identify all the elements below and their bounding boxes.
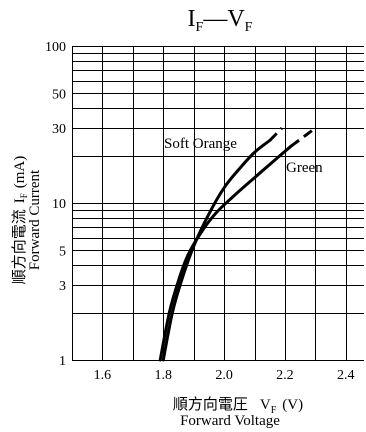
tick-labels: 1.6 1.8 2.0 2.2 2.4 1 3 5 10 30 50 100 xyxy=(45,40,355,383)
data-curves xyxy=(158,126,317,362)
y-label-symbol: I xyxy=(12,198,28,203)
svg-text:順方向電流IF(mA): 順方向電流 IF (mA) xyxy=(11,156,29,285)
y-tick-label: 1 xyxy=(59,354,66,369)
series-dashed-soft-orange xyxy=(268,127,283,142)
y-label-en: Forward Current xyxy=(27,169,43,270)
x-axis-label-en: Forward Voltage xyxy=(180,413,280,429)
series-label-soft-orange: Soft Orange xyxy=(164,136,237,152)
x-tick-label: 1.8 xyxy=(155,368,173,383)
y-label-unit: (mA) xyxy=(12,156,28,189)
series-dashed-green xyxy=(290,126,317,148)
x-label-unit: (V) xyxy=(282,397,303,413)
y-tick-label: 3 xyxy=(59,279,66,294)
y-tick-label: 5 xyxy=(59,244,66,259)
x-axis-label: 順方向電圧 VF (V) xyxy=(173,396,303,416)
x-label-symbol: V xyxy=(260,397,271,413)
y-tick-label: 30 xyxy=(52,122,66,137)
series-label-green: Green xyxy=(286,160,323,176)
series-line-green xyxy=(158,144,293,362)
x-tick-label: 2.0 xyxy=(215,368,233,383)
x-tick-label: 2.4 xyxy=(337,368,355,383)
y-label-sub: F xyxy=(19,193,29,198)
x-tick-label: 2.2 xyxy=(276,368,294,383)
y-label-jp: 順方向電流 xyxy=(11,209,28,284)
grid xyxy=(72,46,364,361)
chart-title: IF—VF xyxy=(188,6,253,35)
x-label-jp: 順方向電圧 xyxy=(173,396,248,413)
y-tick-label: 50 xyxy=(52,87,66,102)
x-tick-label: 1.6 xyxy=(94,368,112,383)
y-axis-label: 順方向電流 IF (mA) Forward Current xyxy=(11,156,43,285)
y-tick-label: 100 xyxy=(45,40,66,55)
y-tick-label: 10 xyxy=(52,197,66,212)
x-label-sub: F xyxy=(271,405,277,416)
series-line-soft-orange xyxy=(161,139,272,362)
